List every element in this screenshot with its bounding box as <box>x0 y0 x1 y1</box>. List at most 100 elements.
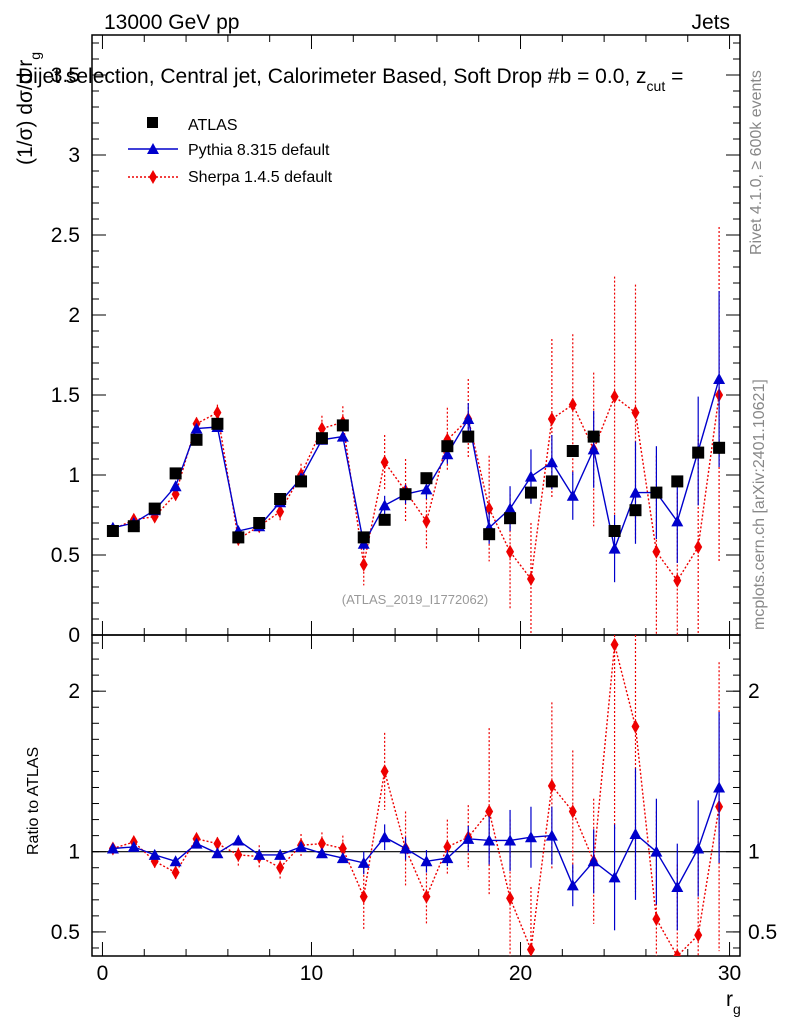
sherpa-ratio-line <box>112 644 720 956</box>
y-tick-label: 3 <box>68 144 80 167</box>
sherpa-point <box>506 544 515 559</box>
pythia-ratio-point <box>378 831 391 843</box>
sherpa-point <box>485 501 494 516</box>
atlas-point <box>650 486 663 499</box>
pythia-ratio-point <box>692 842 705 854</box>
sherpa-ratio-point <box>568 804 577 819</box>
pythia-ratio-point <box>295 840 308 852</box>
y-tick-label: 2 <box>68 680 80 703</box>
atlas-point <box>629 504 642 517</box>
atlas-point <box>504 512 517 525</box>
ratio-series <box>106 635 726 956</box>
y-axis-title-main: (1/σ) dσ/d rg <box>14 52 43 165</box>
atlas-point <box>357 531 370 544</box>
atlas-point <box>713 441 726 454</box>
sherpa-ratio-point <box>673 949 682 956</box>
sherpa-line <box>112 394 720 582</box>
atlas-point <box>587 430 600 443</box>
pythia-point <box>629 486 642 498</box>
atlas-point <box>253 517 266 529</box>
atlas-point <box>190 433 203 446</box>
atlas-point <box>545 475 558 488</box>
sherpa-point <box>610 389 619 404</box>
y-axis-title-ratio: Ratio to ATLAS <box>25 747 42 855</box>
y-tick-label: 0.5 <box>51 921 80 944</box>
pythia-point <box>378 499 391 511</box>
sherpa-ratio-point <box>338 841 347 856</box>
pythia-point <box>566 489 579 501</box>
sherpa-point <box>380 455 389 470</box>
pythia-ratio-point <box>441 852 454 864</box>
rivet-version-text: Rivet 4.1.0, ≥ 600k events <box>748 70 765 255</box>
pythia-ratio-point <box>127 840 140 852</box>
sherpa-ratio-point <box>317 836 326 851</box>
pythia-ratio-point <box>148 848 161 860</box>
sherpa-point <box>359 557 368 572</box>
pythia-ratio-point <box>274 848 287 860</box>
header-energy: 13000 GeV pp <box>104 11 239 34</box>
atlas-point <box>399 488 412 501</box>
atlas-point <box>608 525 621 537</box>
atlas-point <box>692 446 705 459</box>
atlas-point <box>127 520 140 533</box>
header-process: Jets <box>691 11 730 34</box>
pythia-ratio-line <box>112 787 720 889</box>
pythia-ratio-point <box>608 871 621 883</box>
pythia-ratio-point <box>545 829 558 841</box>
legend-atlas-label: ATLAS <box>188 117 238 134</box>
pythia-point <box>524 470 537 482</box>
atlas-point <box>211 417 224 430</box>
atlas-point <box>671 475 684 488</box>
sherpa-ratio-point <box>422 889 431 904</box>
pythia-ratio-point <box>629 828 642 840</box>
atlas-point <box>462 430 475 443</box>
pythia-point <box>190 422 203 434</box>
plot-title: Dijet selection, Central jet, Calorimete… <box>18 65 683 94</box>
pythia-ratio-point <box>253 848 266 860</box>
atlas-point <box>106 525 119 537</box>
sherpa-point <box>694 540 703 554</box>
sherpa-point <box>652 544 661 559</box>
legend-pythia-marker <box>147 143 159 154</box>
pythia-ratio-point <box>315 847 328 859</box>
pythia-ratio-point <box>357 856 370 868</box>
atlas-point <box>274 493 287 505</box>
atlas-point <box>148 502 161 515</box>
mcplots-text: mcplots.cern.ch [arXiv:2401.10621] <box>751 379 768 630</box>
pythia-point <box>336 430 349 442</box>
y-tick-label-right: 0.5 <box>748 921 777 944</box>
sherpa-point <box>631 405 640 420</box>
sherpa-ratio-point <box>652 912 661 927</box>
atlas-point <box>441 440 454 453</box>
legend-pythia-label: Pythia 8.315 default <box>188 142 330 159</box>
pythia-point <box>169 480 182 492</box>
pythia-point <box>671 515 684 527</box>
pythia-point <box>545 456 558 468</box>
pythia-line <box>112 378 720 552</box>
sherpa-point <box>673 573 682 588</box>
sherpa-ratio-point <box>547 778 556 793</box>
pythia-ratio-point <box>650 845 663 857</box>
pythia-ratio-point <box>483 834 496 846</box>
sherpa-ratio-point <box>485 804 494 819</box>
analysis-watermark: (ATLAS_2019_I1772062) <box>342 592 488 607</box>
y-tick-label: 0 <box>68 624 80 647</box>
pythia-point <box>713 373 726 384</box>
atlas-point <box>566 445 579 457</box>
sherpa-ratio-point <box>631 719 640 734</box>
y-tick-label: 2.5 <box>51 224 80 247</box>
y-tick-label: 0.5 <box>51 544 80 567</box>
y-tick-label-right: 2 <box>748 680 760 703</box>
atlas-point <box>483 528 496 541</box>
sherpa-ratio-point <box>526 942 535 956</box>
y-tick-label: 2 <box>68 304 80 327</box>
sherpa-ratio-point <box>443 839 452 854</box>
pythia-ratio-point <box>462 832 475 844</box>
pythia-point <box>441 448 454 460</box>
atlas-point <box>315 432 328 445</box>
pythia-ratio-point <box>232 834 245 846</box>
legend-sherpa-marker <box>149 170 157 184</box>
pythia-point <box>608 542 621 554</box>
pythia-ratio-point <box>504 834 517 846</box>
sherpa-ratio-point <box>506 891 515 906</box>
